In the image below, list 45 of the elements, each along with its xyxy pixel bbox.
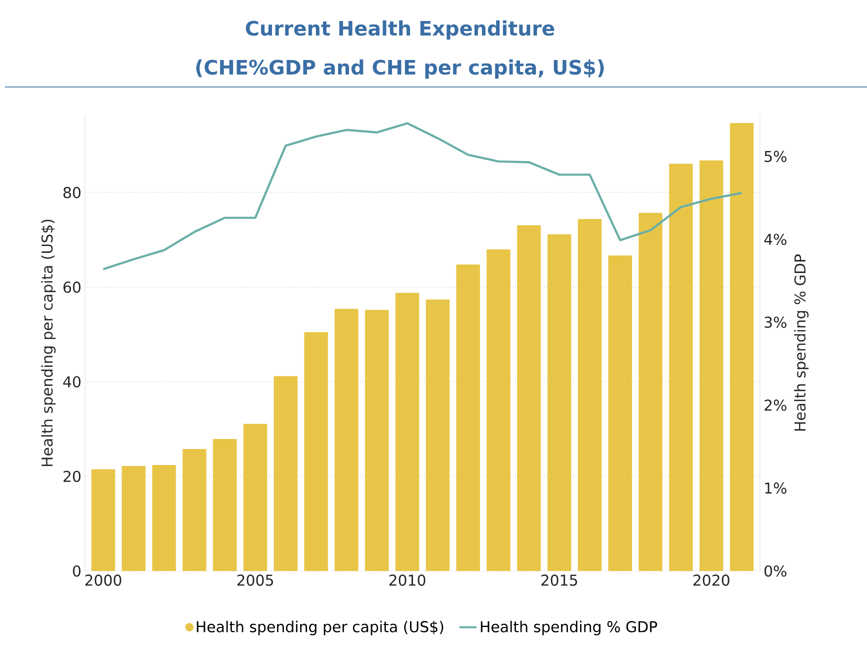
y-tick-label: 20: [64, 470, 80, 482]
bar: [547, 234, 572, 571]
bar: [426, 299, 450, 571]
y2-tick-label: 2%: [764, 400, 786, 411]
bar: [91, 469, 116, 571]
y2-tick-label: 4%: [764, 234, 786, 246]
y-tick-label: 40: [63, 376, 80, 388]
y2-tick-label: 3%: [764, 316, 786, 328]
y2-tick-label: 5%: [764, 150, 786, 162]
bar: [608, 255, 632, 571]
legend-label: Health spending per capita (US$): [196, 620, 444, 636]
bar: [182, 448, 206, 571]
y-axis-title: Health spending per capita (US$): [41, 220, 56, 466]
y2-axis-title: Health spending % GDP: [794, 254, 809, 431]
bar: [395, 292, 420, 571]
x-tick-label: 2005: [237, 574, 273, 586]
x-tick-label: 2020: [693, 574, 730, 586]
bar: [730, 123, 754, 571]
y-tick-label: 60: [64, 282, 80, 293]
y-tick-label: 0: [72, 565, 80, 577]
chart-subtitle: (CHE%GDP and CHE per capita, US$): [196, 59, 604, 79]
bar: [486, 249, 510, 571]
bar: [456, 264, 480, 571]
bar: [334, 308, 358, 571]
legend-label: Health spending % GDP: [480, 620, 658, 636]
y2-tick-label: 1%: [765, 482, 786, 494]
bar: [243, 424, 268, 571]
bar: [122, 466, 146, 571]
bar: [578, 219, 602, 571]
bar: [669, 164, 693, 571]
line-series: [102, 122, 743, 270]
x-tick-label: 2000: [85, 574, 122, 586]
bar: [304, 332, 328, 571]
chart-title: Current Health Expenditure: [246, 20, 554, 40]
bar: [274, 376, 298, 571]
y-tick-label: 80: [63, 186, 80, 198]
bar: [638, 212, 662, 571]
bar: [213, 439, 237, 571]
y2-tick-label: 0%: [764, 565, 786, 577]
bar: [365, 310, 389, 571]
bar: [700, 160, 724, 571]
bar: [152, 465, 176, 571]
bar: [517, 225, 541, 571]
x-tick-label: 2015: [541, 574, 578, 586]
x-tick-label: 2010: [389, 574, 426, 586]
